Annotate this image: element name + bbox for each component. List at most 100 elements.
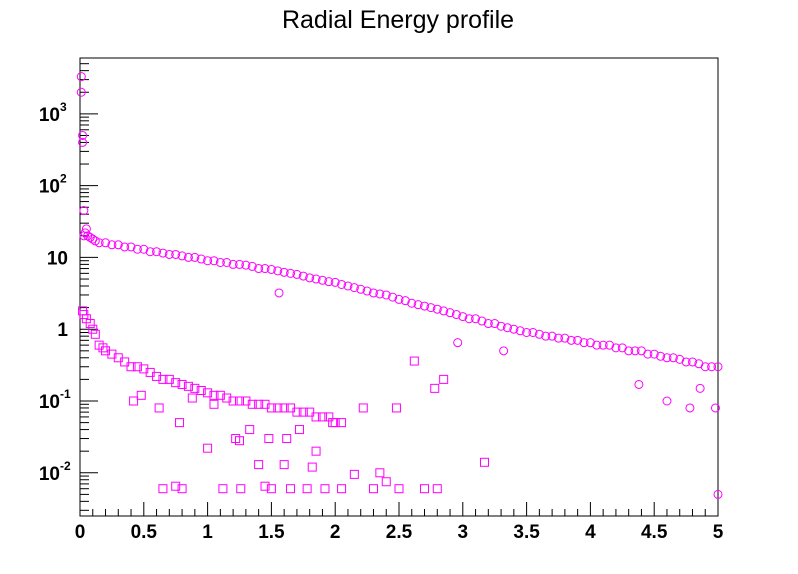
data-point-circle — [420, 301, 430, 311]
data-point-square — [222, 393, 232, 403]
data-point-circle — [496, 321, 506, 331]
data-point-circle — [451, 310, 461, 320]
data-point-circle — [203, 256, 213, 266]
y-tick-base: 10 — [47, 248, 68, 269]
data-point-circle — [132, 244, 142, 254]
data-point-circle — [611, 343, 621, 353]
data-point-circle — [292, 269, 302, 279]
data-point-circle — [254, 264, 264, 274]
data-point-circle — [541, 331, 551, 341]
data-point-square — [298, 407, 308, 417]
data-point-square — [368, 484, 378, 494]
data-point-circle — [710, 403, 720, 413]
data-point-square — [177, 379, 187, 389]
data-point-circle — [560, 333, 570, 343]
data-point-circle — [126, 242, 136, 252]
y-tick-label: 10 — [39, 464, 60, 485]
data-point-circle — [534, 329, 544, 339]
data-point-circle — [400, 296, 410, 306]
data-point-square — [136, 390, 146, 400]
data-point-square — [164, 374, 174, 384]
data-point-circle — [81, 224, 91, 234]
data-point-circle — [171, 249, 181, 259]
data-point-square — [218, 484, 228, 494]
data-point-circle — [649, 349, 659, 359]
data-point-circle — [222, 257, 232, 267]
data-point-circle — [713, 489, 723, 499]
y-tick-label: 1 — [57, 320, 68, 341]
data-point-circle — [241, 260, 251, 270]
data-point-circle — [432, 304, 442, 314]
y-tick-base: 10 — [39, 105, 60, 126]
y-tick-exponent: 3 — [60, 100, 67, 114]
data-point-circle — [471, 314, 481, 324]
data-point-circle — [566, 335, 576, 345]
y-tick-base: 10 — [39, 177, 60, 198]
plot-frame — [79, 57, 719, 517]
data-point-circle — [80, 228, 90, 238]
data-point-circle — [394, 294, 404, 304]
x-tick-label: 2.5 — [386, 522, 413, 543]
data-point-circle — [483, 319, 493, 329]
data-point-square — [266, 403, 276, 413]
data-point-circle — [279, 267, 289, 277]
y-tick-exponent: 2 — [60, 172, 67, 186]
data-point-circle — [547, 331, 557, 341]
data-point-square — [129, 396, 139, 406]
data-point-square — [215, 390, 225, 400]
y-tick-label: 10 — [39, 177, 60, 198]
data-point-circle — [247, 261, 257, 271]
data-point-square — [279, 460, 289, 470]
y-tick-exponent: -1 — [60, 387, 71, 401]
data-point-square — [439, 374, 449, 384]
data-point-circle — [700, 362, 710, 372]
data-point-circle — [79, 206, 89, 216]
data-point-square — [317, 412, 327, 422]
chart-title: Radial Energy profile — [282, 6, 514, 34]
data-point-circle — [522, 327, 532, 337]
data-point-circle — [337, 279, 347, 289]
data-point-square — [254, 460, 264, 470]
data-point-circle — [139, 244, 149, 254]
data-point-circle — [685, 403, 695, 413]
data-point-square — [430, 383, 440, 393]
data-point-circle — [286, 268, 296, 278]
data-point-circle — [687, 357, 697, 367]
data-point-circle — [349, 283, 359, 293]
data-point-circle — [573, 335, 583, 345]
data-point-square — [254, 399, 264, 409]
data-point-circle — [113, 240, 123, 250]
data-point-circle — [458, 312, 468, 322]
data-point-circle — [260, 264, 270, 274]
data-point-circle — [634, 379, 644, 389]
data-point-square — [282, 434, 292, 444]
data-point-circle — [509, 324, 519, 334]
data-point-circle — [579, 338, 589, 348]
data-point-circle — [94, 238, 104, 248]
data-point-square — [358, 403, 368, 413]
data-point-circle — [273, 266, 283, 276]
data-point-circle — [120, 242, 130, 252]
x-tick-label: 0 — [75, 522, 86, 543]
data-point-square — [236, 484, 246, 494]
data-point-circle — [630, 346, 640, 356]
data-point-circle — [707, 362, 717, 372]
data-point-circle — [445, 308, 455, 318]
data-point-square — [337, 418, 347, 428]
x-tick-label: 2 — [330, 522, 341, 543]
data-point-square — [432, 484, 442, 494]
data-point-circle — [477, 316, 487, 326]
x-tick-label: 0.5 — [131, 522, 158, 543]
data-point-circle — [196, 254, 206, 264]
data-point-square — [203, 388, 213, 398]
data-point-square — [273, 403, 283, 413]
data-point-square — [154, 403, 164, 413]
data-point-circle — [662, 353, 672, 363]
data-point-square — [158, 374, 168, 384]
data-point-circle — [235, 259, 244, 269]
data-point-square — [292, 407, 302, 417]
data-point-circle — [305, 273, 315, 283]
data-point-circle — [330, 277, 340, 287]
data-point-circle — [439, 306, 449, 316]
